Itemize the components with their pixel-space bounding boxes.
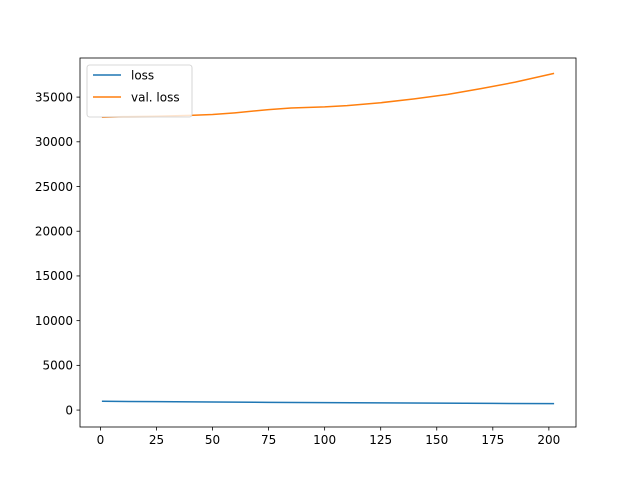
x-tick-label: 150: [425, 433, 448, 447]
legend-box: [86, 64, 193, 118]
legend-label: loss: [131, 68, 154, 82]
x-tick-label: 25: [149, 433, 164, 447]
y-tick-label: 10000: [35, 314, 73, 328]
axes-frame: [79, 57, 577, 428]
x-tick-label: 75: [261, 433, 276, 447]
series-line-0: [101, 400, 555, 405]
y-tick-label: 25000: [35, 180, 73, 194]
y-tick-label: 0: [65, 403, 73, 417]
x-tick-label: 100: [313, 433, 336, 447]
legend-label: val. loss: [131, 90, 180, 104]
axes-layer: 0 25 50 75 100 125 150 175 200 0 5000 10000 15000 200…: [35, 57, 577, 447]
y-tick-label: 35000: [35, 90, 73, 104]
x-tick-label: 125: [369, 433, 392, 447]
x-tick-label: 175: [481, 433, 504, 447]
x-tick-label: 0: [97, 433, 105, 447]
y-tick-label: 5000: [42, 359, 73, 373]
y-tick-label: 30000: [35, 135, 73, 149]
x-tick-label: 50: [205, 433, 220, 447]
y-tick-label: 15000: [35, 269, 73, 283]
y-tick-label: 20000: [35, 225, 73, 239]
chart-legend: loss val. loss: [86, 64, 193, 118]
x-tick-label: 200: [537, 433, 560, 447]
